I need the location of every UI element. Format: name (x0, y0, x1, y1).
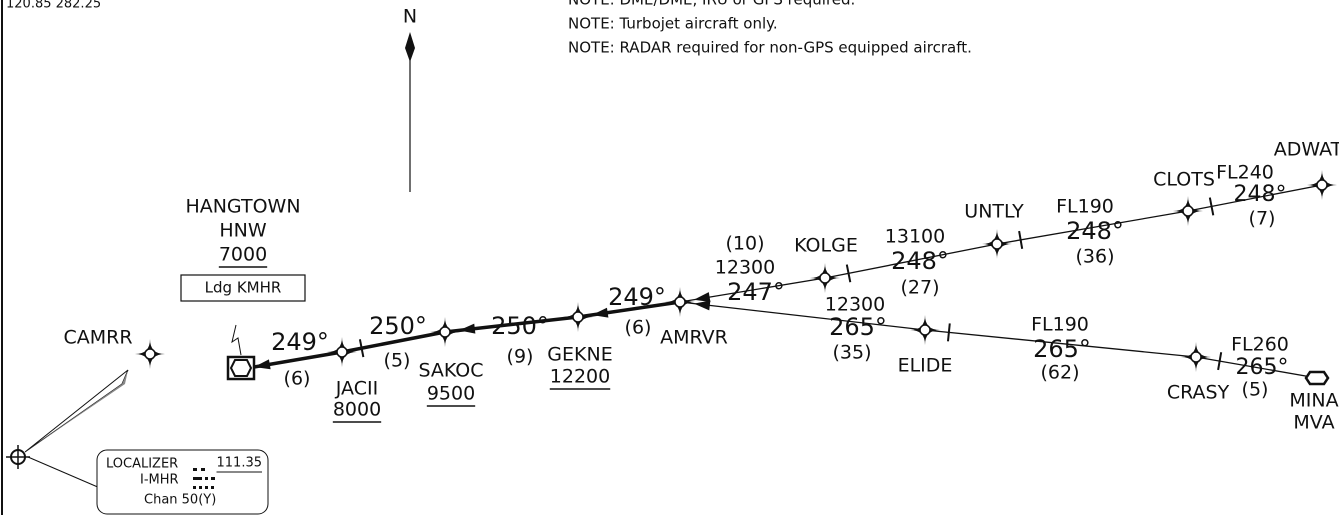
arrowhead (693, 292, 711, 303)
fix-name: CAMRR (63, 327, 132, 349)
waypoint-name: CRASY (1167, 382, 1230, 404)
segment-altitude: 13100 (885, 226, 945, 248)
waypoint-altitude: 8000 (333, 399, 381, 421)
waypoint-symbol-center (819, 272, 831, 284)
segment-course: 250° (491, 312, 549, 340)
segment-altitude: FL190 (1031, 314, 1089, 336)
arrowhead (693, 300, 711, 311)
segment-course: 250° (369, 312, 427, 340)
localizer-ident: I-MHR (140, 473, 179, 488)
waypoint-altitude: 9500 (427, 383, 475, 405)
segment-course: 265° (1033, 335, 1091, 363)
route-line (341, 330, 446, 354)
waypoint-symbol-center (439, 326, 451, 338)
altitude-break (946, 323, 951, 342)
segment-course: 248° (891, 247, 949, 275)
segment-course: 248° (1066, 217, 1124, 245)
segment-altitude: FL260 (1231, 334, 1289, 356)
altitude-break (845, 264, 852, 283)
waypoint-name: ADWAT (1274, 139, 1339, 161)
segment-distance: (7) (1249, 208, 1276, 230)
segment-course: 249° (608, 283, 666, 311)
navaid-ident: HNW (219, 220, 267, 242)
callout-box (96, 449, 269, 515)
segment-distance: (36) (1075, 246, 1114, 268)
altitude-break (1208, 197, 1215, 216)
segment-course: 248° (1234, 182, 1287, 207)
segment-distance: (9) (507, 346, 534, 368)
waypoint-name: UNTLY (964, 201, 1024, 223)
segment-course: 249° (271, 328, 329, 356)
segment-distance: (27) (900, 277, 939, 299)
north-arrow (405, 32, 415, 62)
route-line (1187, 184, 1323, 212)
waypoint-type: MVA (1293, 412, 1334, 434)
waypoint-symbol-center (572, 311, 584, 323)
waypoint-symbol-center (1316, 179, 1328, 191)
segment-course: 265° (1236, 355, 1289, 380)
navaid-symbol (226, 355, 256, 381)
note: NOTE: DME/DME, IRU or GPS required. (568, 0, 855, 9)
altitude-break (358, 339, 365, 358)
segment-altitude: FL190 (1056, 196, 1114, 218)
waypoint-name: SAKOC (418, 360, 483, 382)
segment-course: 247° (727, 278, 785, 306)
waypoint-name: GEKNE (547, 344, 612, 366)
localizer-title: LOCALIZER (106, 457, 178, 472)
waypoint-symbol-center (991, 238, 1003, 250)
altitude-break (1018, 230, 1024, 249)
waypoint-name: KOLGE (794, 235, 858, 257)
segment-distance: (5) (384, 350, 411, 372)
fix-symbol-center (144, 348, 156, 360)
route-line (679, 301, 926, 331)
north-label: N (403, 6, 417, 28)
route-line (996, 210, 1189, 245)
segment-distance: (6) (625, 317, 652, 339)
waypoint-name: JACII (335, 378, 378, 400)
segment-altitude: FL240 (1216, 162, 1274, 184)
navaid-symbol (1304, 370, 1330, 386)
segment-altitude: 12300 (715, 257, 775, 279)
frequencies: 120.85 282.25 (6, 0, 101, 12)
waypoint-symbol-center (1182, 205, 1194, 217)
arrowhead (458, 323, 476, 334)
segment-distance: (5) (1242, 379, 1269, 401)
waypoint-name: ELIDE (898, 355, 953, 377)
route-line (1195, 356, 1318, 379)
arrowhead (254, 359, 271, 370)
navaid-name: HANGTOWN (185, 196, 300, 218)
localizer-course (24, 369, 129, 453)
altitude-break (1217, 352, 1223, 371)
route-line (924, 329, 1197, 358)
segment-distance: (6) (284, 368, 311, 390)
label-box (180, 274, 306, 302)
localizer-channel: Chan 50(Y) (144, 493, 216, 508)
localizer-frequency: 111.35 (217, 456, 263, 471)
navaid-label: Ldg KMHR (205, 279, 282, 297)
callout-leader (27, 456, 101, 489)
leader (231, 324, 242, 356)
segment-altitude: 12300 (825, 294, 885, 316)
segment-distance: (62) (1040, 362, 1079, 384)
waypoint-symbol-center (674, 296, 686, 308)
waypoint-name: CLOTS (1153, 169, 1215, 191)
navaid-altitude: 7000 (219, 244, 267, 266)
segment-distance: (10) (725, 233, 764, 255)
arrowhead (591, 307, 609, 318)
waypoint-name: AMRVR (660, 327, 728, 349)
waypoint-name: MINA (1289, 390, 1338, 412)
localizer-cross (6, 445, 30, 469)
waypoint-symbol-center (1190, 351, 1202, 363)
note: NOTE: RADAR required for non-GPS equippe… (568, 39, 972, 57)
segment-course: 265° (829, 313, 887, 341)
navaid-hexagon (229, 359, 253, 377)
waypoint-symbol-center (919, 324, 931, 336)
morse-code (193, 468, 215, 489)
note: NOTE: Turbojet aircraft only. (568, 15, 778, 33)
segment-distance: (35) (832, 342, 871, 364)
waypoint-symbol-center (336, 346, 348, 358)
route-line (824, 243, 998, 279)
waypoint-altitude: 12200 (550, 366, 610, 388)
